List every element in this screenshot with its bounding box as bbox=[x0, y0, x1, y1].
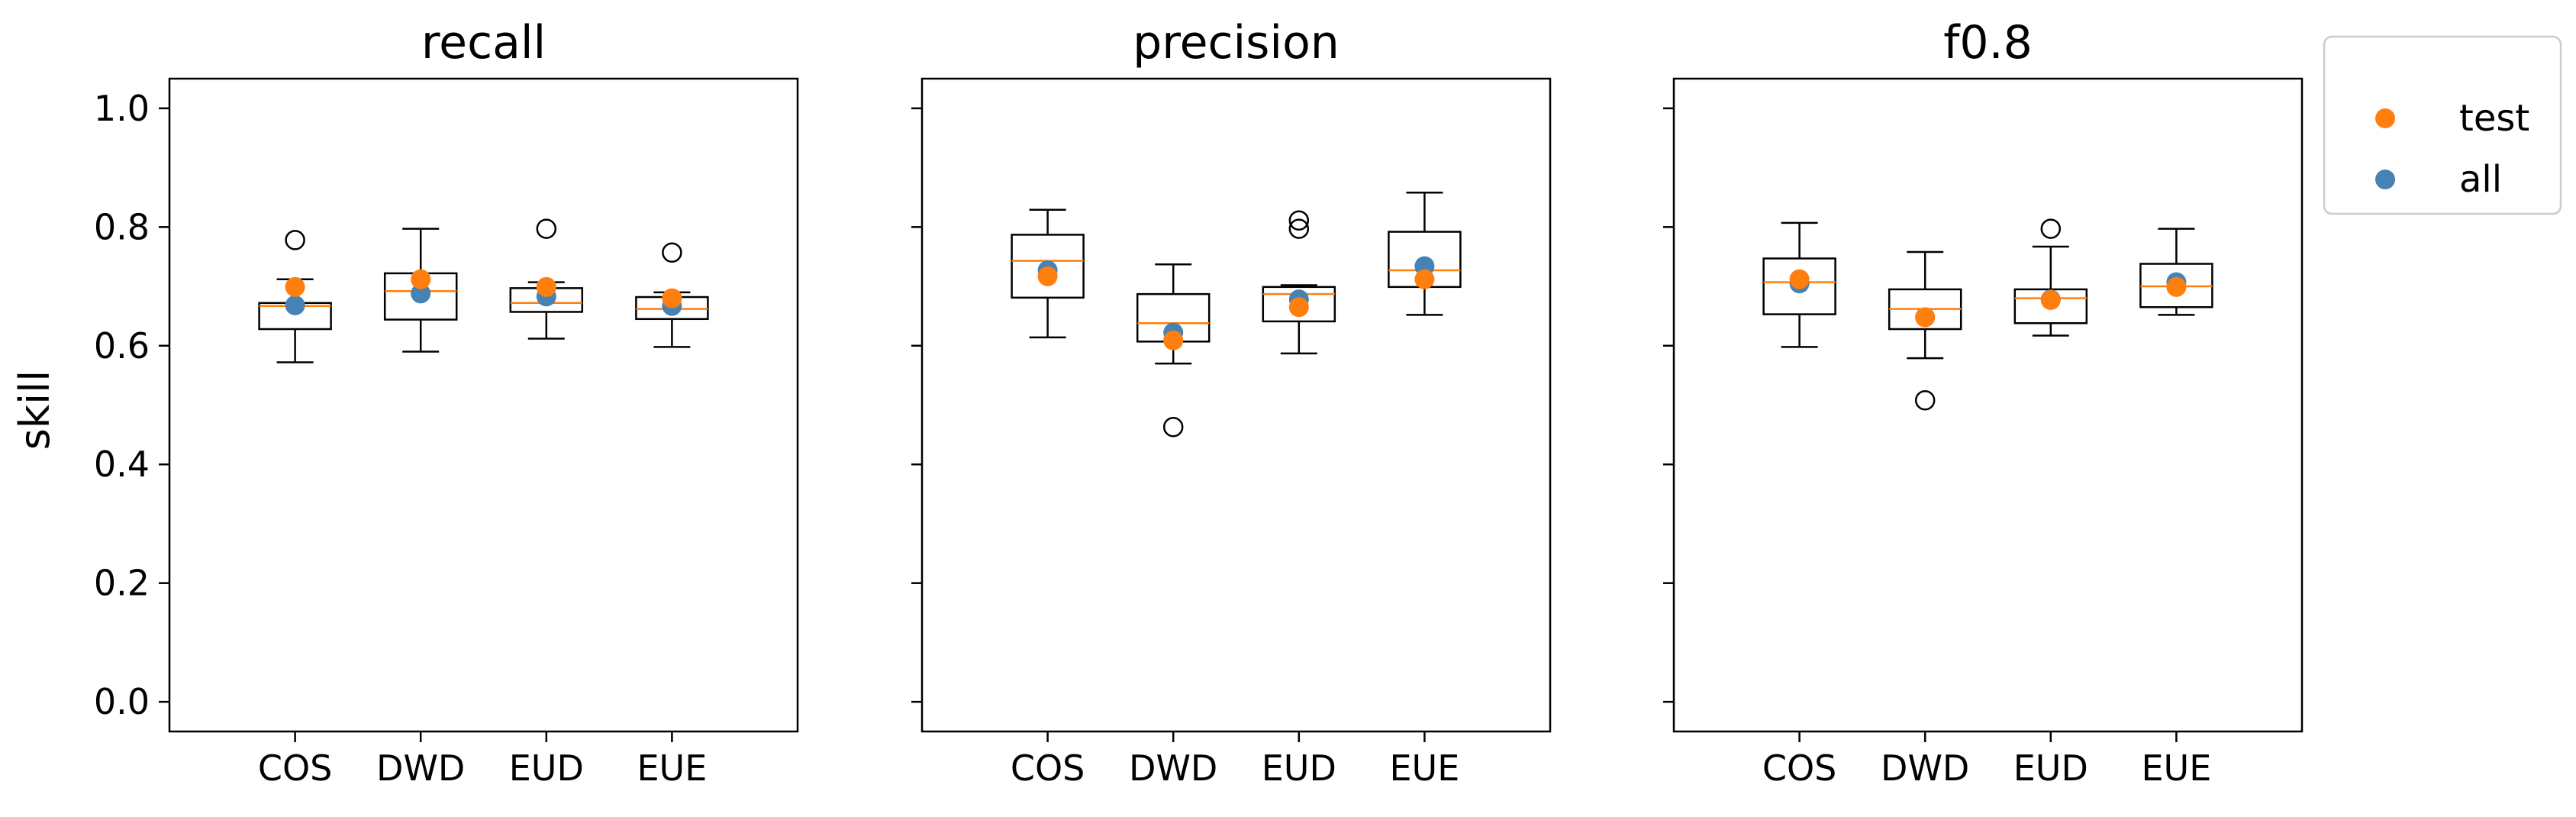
plot-frame bbox=[168, 77, 799, 733]
test-point bbox=[662, 288, 682, 308]
panel-title: recall bbox=[421, 16, 546, 69]
x-tick-label: EUE bbox=[2141, 748, 2211, 789]
legend-frame bbox=[2323, 35, 2562, 215]
test-point bbox=[1414, 269, 1435, 289]
x-tick-label: EUD bbox=[1262, 748, 1336, 789]
box-cos bbox=[1762, 221, 1836, 348]
iqr-box bbox=[1011, 234, 1085, 299]
x-tick-label: COS bbox=[1762, 748, 1837, 789]
x-tick-label: EUD bbox=[2013, 748, 2088, 789]
test-point bbox=[1288, 297, 1309, 318]
test-point bbox=[1789, 269, 1810, 289]
test-point bbox=[411, 269, 431, 289]
box-cos bbox=[1011, 208, 1085, 339]
x-tick-label: DWD bbox=[1129, 748, 1217, 789]
y-tick-label: 0.4 bbox=[94, 444, 150, 485]
x-tick-label: DWD bbox=[376, 748, 465, 789]
box-eue bbox=[635, 242, 709, 348]
y-axis-label: skill bbox=[11, 370, 59, 450]
plot-frame bbox=[920, 77, 1552, 733]
x-tick-label: EUE bbox=[1389, 748, 1459, 789]
all-point bbox=[285, 295, 305, 315]
box-eud bbox=[509, 218, 584, 340]
outlier-point bbox=[1288, 210, 1310, 231]
test-point bbox=[1037, 266, 1058, 286]
test-point bbox=[2040, 289, 2061, 310]
outlier-point bbox=[285, 230, 305, 250]
test-point bbox=[536, 276, 556, 297]
outlier-point bbox=[536, 218, 557, 239]
y-tick-label: 0.2 bbox=[94, 563, 150, 604]
legend-label-all: all bbox=[2459, 158, 2502, 201]
panel-1: recall 0.0 0.2 0.4 0.6 0.8 1.0 COS DWD EUD EUE bbox=[94, 16, 799, 789]
test-point bbox=[1163, 330, 1184, 350]
x-tick-label: EUD bbox=[509, 748, 584, 789]
x-tick-label: COS bbox=[258, 748, 333, 789]
outlier-point bbox=[1162, 417, 1184, 438]
plot-frame bbox=[1672, 77, 2304, 733]
test-point bbox=[2166, 276, 2187, 297]
box-eue bbox=[1388, 191, 1462, 316]
box-dwd bbox=[1136, 263, 1211, 438]
iqr-box bbox=[2013, 288, 2088, 325]
box-eue bbox=[2139, 228, 2213, 316]
panel-3: f0.8 COS DWD EUD EUE bbox=[1663, 16, 2304, 789]
iqr-box bbox=[1762, 257, 1836, 315]
x-tick-label: DWD bbox=[1881, 748, 1969, 789]
panel-2: precision COS DWD EUD EUE bbox=[911, 16, 1552, 789]
y-tick-label: 0.6 bbox=[94, 325, 150, 367]
x-tick-label: COS bbox=[1011, 748, 1085, 789]
panel-title: precision bbox=[1133, 16, 1340, 69]
all-point bbox=[411, 283, 431, 304]
box-eud bbox=[1262, 210, 1336, 355]
y-tick-label: 1.0 bbox=[94, 88, 150, 129]
box-dwd bbox=[1888, 250, 1962, 411]
outlier-point bbox=[662, 242, 682, 263]
outlier-point bbox=[1288, 218, 1310, 239]
legend-marker-all bbox=[2375, 170, 2395, 189]
box-eud bbox=[2013, 218, 2088, 337]
panel-title: f0.8 bbox=[1943, 16, 2033, 69]
legend-marker-test bbox=[2375, 108, 2395, 128]
y-tick-label: 0.0 bbox=[94, 681, 150, 722]
iqr-box bbox=[1262, 286, 1336, 323]
legend-label-test: test bbox=[2459, 97, 2529, 140]
outlier-point bbox=[2040, 218, 2062, 239]
y-tick-label: 0.8 bbox=[94, 206, 150, 247]
box-dwd bbox=[383, 228, 458, 353]
legend: test all bbox=[2323, 35, 2562, 215]
box-cos bbox=[258, 230, 332, 363]
test-point bbox=[1915, 307, 1936, 328]
test-point bbox=[285, 276, 305, 297]
outlier-point bbox=[1914, 390, 1936, 411]
x-tick-label: EUE bbox=[637, 748, 707, 789]
